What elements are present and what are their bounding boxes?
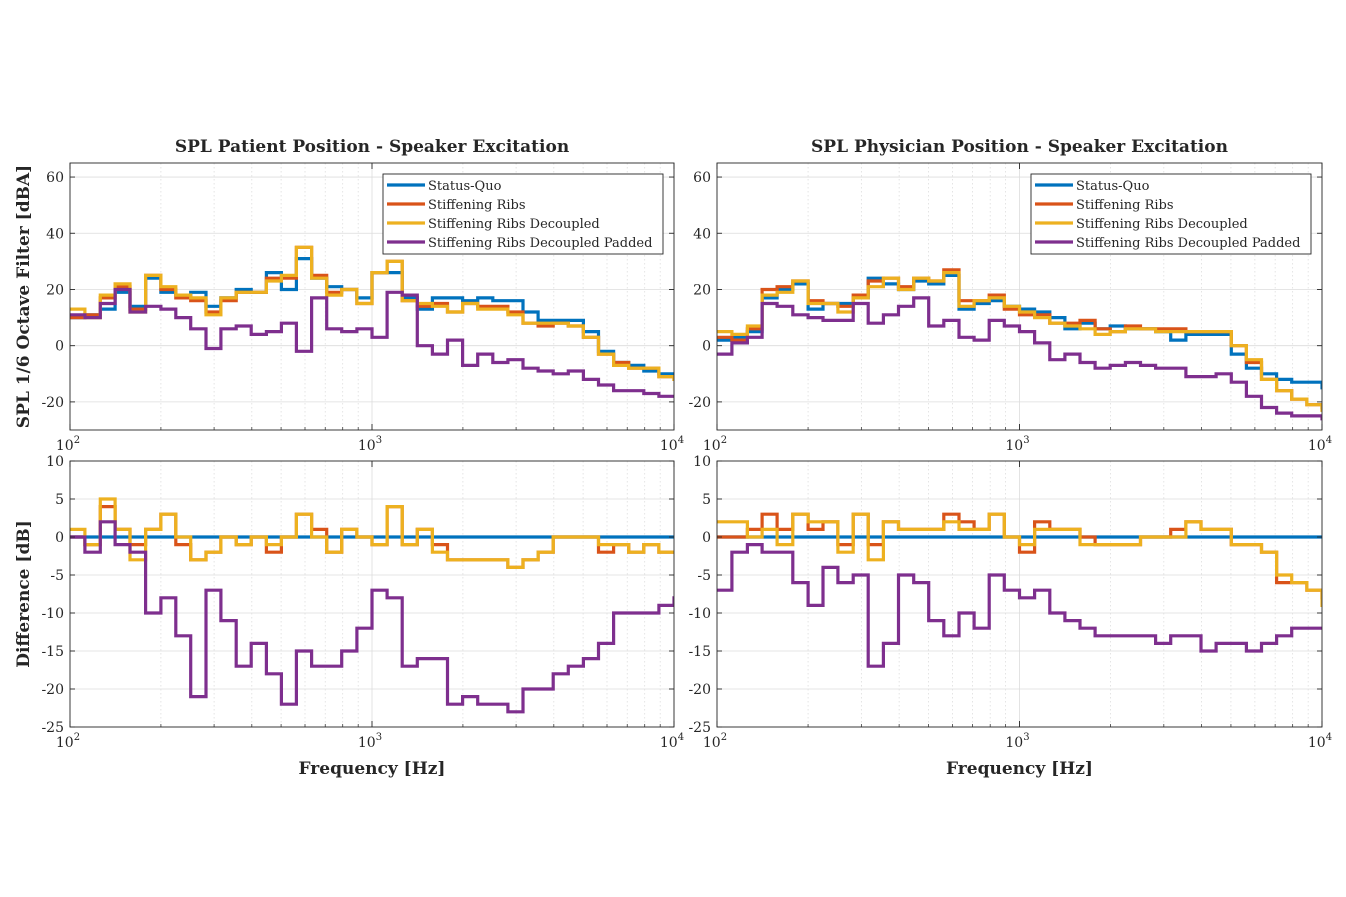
y-tick-label: 20 [693, 282, 711, 298]
y-tick-label: -25 [688, 720, 711, 736]
series-group [70, 245, 674, 398]
series-line-stiffening-ribs-decoupled [70, 245, 674, 381]
x-tick-label: 104 [1308, 732, 1332, 751]
x-tick-label: 103 [1005, 732, 1029, 751]
panel-top-left: -20 0 20 40 60 102 103 104 SPL Patient Position … [14, 137, 684, 454]
y-tick-label: 5 [702, 492, 711, 508]
y-tick-label: -20 [688, 395, 711, 411]
series-line-stiffening-ribs-decoupled-padded [717, 543, 1322, 668]
x-tick-label: 104 [660, 435, 684, 454]
legend-entry: Status-Quo [1076, 179, 1150, 194]
y-tick-label: 10 [693, 454, 711, 470]
legend-box [1030, 173, 1312, 255]
legend-entry: Status-Quo [428, 179, 502, 194]
y-tick-label: 5 [55, 492, 64, 508]
chart-title: SPL Physician Position - Speaker Excitat… [811, 137, 1228, 157]
y-tick-label: -20 [41, 395, 64, 411]
y-tick-label: -15 [688, 644, 711, 660]
y-tick-label: 60 [46, 170, 64, 186]
y-axis-label: SPL 1/6 Octave Filter [dBA] [14, 165, 34, 428]
y-tick-label: -10 [41, 606, 64, 622]
x-axis-label: Frequency [Hz] [946, 759, 1093, 779]
y-tick-label: -20 [688, 682, 711, 698]
legend-entry: Stiffening Ribs Decoupled [1076, 217, 1248, 232]
y-tick-label: 0 [702, 530, 711, 546]
x-axis-label: Frequency [Hz] [299, 759, 446, 779]
x-tick-label: 103 [358, 435, 382, 454]
series-line-stiffening-ribs-decoupled [70, 497, 674, 569]
y-tick-label: 60 [693, 170, 711, 186]
panel-bottom-right: -25 -20 -15 -10 -5 0 5 10 102 103 104 Frequency [Hz… [688, 454, 1332, 779]
y-tick-label: 20 [46, 282, 64, 298]
y-tick-label: -15 [41, 644, 64, 660]
x-tick-label: 102 [703, 435, 727, 454]
legend-entry: Stiffening Ribs [428, 198, 526, 213]
x-tick-label: 103 [358, 732, 382, 751]
legend-box [382, 173, 664, 255]
x-tick-label: 104 [660, 732, 684, 751]
series-group [717, 512, 1322, 668]
y-tick-label: 40 [693, 226, 711, 242]
legend-entry: Stiffening Ribs Decoupled Padded [428, 236, 652, 251]
y-tick-label: 40 [46, 226, 64, 242]
x-tick-label: 102 [56, 732, 80, 751]
panel-bottom-left: -25 -20 -15 -10 -5 0 5 10 102 103 104 Frequency [Hz… [14, 454, 684, 779]
y-tick-label: 0 [55, 530, 64, 546]
y-axis-label: Difference [dB] [14, 520, 34, 668]
y-tick-label: -10 [688, 606, 711, 622]
legend-entry: Stiffening Ribs [1076, 198, 1174, 213]
x-tick-label: 104 [1308, 435, 1332, 454]
series-group [717, 268, 1322, 421]
series-line-stiffening-ribs-decoupled-padded [70, 287, 674, 398]
y-tick-label: 0 [702, 339, 711, 355]
x-tick-label: 103 [1005, 435, 1029, 454]
x-tick-label: 102 [703, 732, 727, 751]
y-tick-label: -25 [41, 720, 64, 736]
series-line-stiffening-ribs-decoupled [717, 512, 1322, 607]
series-line-stiffening-ribs-decoupled [717, 271, 1322, 412]
y-tick-label: -5 [50, 568, 64, 584]
y-tick-label: -5 [697, 568, 711, 584]
legend-entry: Stiffening Ribs Decoupled Padded [1076, 236, 1300, 251]
legend: Status-Quo Stiffening Ribs Stiffening Ribs… [382, 173, 664, 255]
legend-entry: Stiffening Ribs Decoupled [428, 217, 600, 232]
panel-top-right: -20 0 20 40 60 102 103 104 SPL Physician Positio… [688, 137, 1332, 454]
y-tick-label: 0 [55, 339, 64, 355]
legend: Status-Quo Stiffening Ribs Stiffening Ribs… [1030, 173, 1312, 255]
x-tick-label: 102 [56, 435, 80, 454]
chart-title: SPL Patient Position - Speaker Excitatio… [175, 137, 569, 157]
y-tick-label: -20 [41, 682, 64, 698]
series-line-stiffening-ribs-decoupled-padded [70, 520, 674, 714]
series-line-stiffening-ribs-decoupled-padded [717, 296, 1322, 421]
series-group [70, 497, 674, 714]
y-tick-label: 10 [46, 454, 64, 470]
